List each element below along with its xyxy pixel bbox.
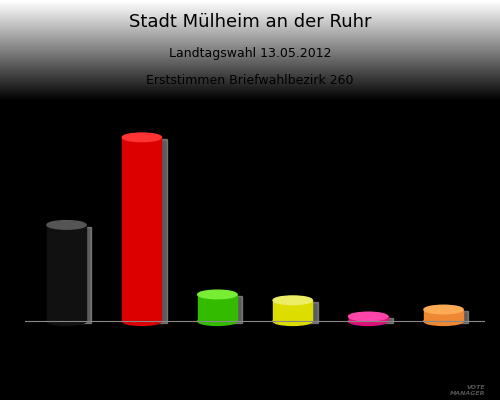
Ellipse shape xyxy=(47,317,86,326)
Ellipse shape xyxy=(122,317,162,326)
Text: FDP: FDP xyxy=(280,360,305,370)
Text: Pernau: Pernau xyxy=(350,332,386,342)
Text: SPD: SPD xyxy=(129,360,154,370)
Ellipse shape xyxy=(273,317,312,326)
Text: PIRATEN: PIRATEN xyxy=(417,360,470,370)
Text: Landtagswahl 13.05.2012: Landtagswahl 13.05.2012 xyxy=(169,47,331,60)
Ellipse shape xyxy=(198,317,237,326)
Bar xyxy=(424,310,463,321)
Text: Hendriks: Hendriks xyxy=(44,332,90,342)
Text: 7,76 %: 7,76 % xyxy=(196,276,238,288)
Ellipse shape xyxy=(348,312,388,321)
Polygon shape xyxy=(278,302,318,323)
Bar xyxy=(47,225,86,321)
Ellipse shape xyxy=(348,317,388,326)
Ellipse shape xyxy=(424,305,463,314)
Ellipse shape xyxy=(122,133,162,142)
Polygon shape xyxy=(203,296,242,323)
Ellipse shape xyxy=(198,290,237,299)
Text: Erststimmen Briefwahlbezirk 260: Erststimmen Briefwahlbezirk 260 xyxy=(146,74,354,87)
Text: Kraft: Kraft xyxy=(130,332,154,342)
Text: 6,07 %: 6,07 % xyxy=(272,281,313,294)
Text: 3,37 %: 3,37 % xyxy=(423,290,464,304)
Ellipse shape xyxy=(273,296,312,304)
Text: Mangen: Mangen xyxy=(272,332,314,342)
Bar xyxy=(273,300,312,321)
Polygon shape xyxy=(52,227,92,323)
Text: CDU: CDU xyxy=(54,360,80,370)
Text: VOTE
MANAGER: VOTE MANAGER xyxy=(450,385,485,396)
Ellipse shape xyxy=(47,221,86,229)
Polygon shape xyxy=(429,311,469,323)
Text: Stadt Mülheim an der Ruhr: Stadt Mülheim an der Ruhr xyxy=(129,13,371,31)
Text: 53,46 %: 53,46 % xyxy=(118,118,166,131)
Text: 27,99 %: 27,99 % xyxy=(42,206,91,219)
Bar xyxy=(198,294,237,321)
Polygon shape xyxy=(128,139,167,323)
Ellipse shape xyxy=(424,317,463,326)
Text: Trojahn: Trojahn xyxy=(424,332,463,342)
Text: DIE LINKE: DIE LINKE xyxy=(338,360,398,370)
Bar xyxy=(122,137,162,321)
Text: 1,35 %: 1,35 % xyxy=(348,298,389,310)
Polygon shape xyxy=(354,318,393,323)
Text: Steffens: Steffens xyxy=(196,332,239,342)
Bar xyxy=(348,316,388,321)
Text: GRÜNE: GRÜNE xyxy=(196,360,239,370)
